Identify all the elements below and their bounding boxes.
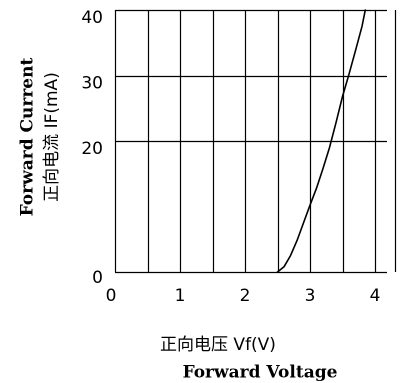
grid-layer [114,9,397,274]
x-tick-label-1: 1 [175,286,186,306]
x-axis-title-cn: 正向电压 Vf(V) [160,335,276,355]
x-axis-title-en: Forward Voltage [183,363,338,383]
y-tick-labels: 0 20 30 40 [81,8,103,288]
x-tick-label-0: 0 [106,286,117,306]
x-tick-labels: 0 1 2 3 4 [106,286,381,306]
curve-layer [276,9,367,273]
x-tick-label-3: 3 [305,286,316,306]
x-tick-label-2: 2 [240,286,251,306]
y-tick-label-2: 30 [81,74,103,94]
y-tick-label-1: 20 [81,139,103,159]
y-tick-label-0: 0 [92,268,103,288]
y-axis-title-en: Forward Current [18,58,38,217]
y-axis-title-cn: 正向电流 IF(mA) [42,72,62,202]
iv-curve-series-0 [276,9,367,273]
y-tick-label-3: 40 [81,8,103,28]
x-tick-label-4: 4 [370,286,381,306]
